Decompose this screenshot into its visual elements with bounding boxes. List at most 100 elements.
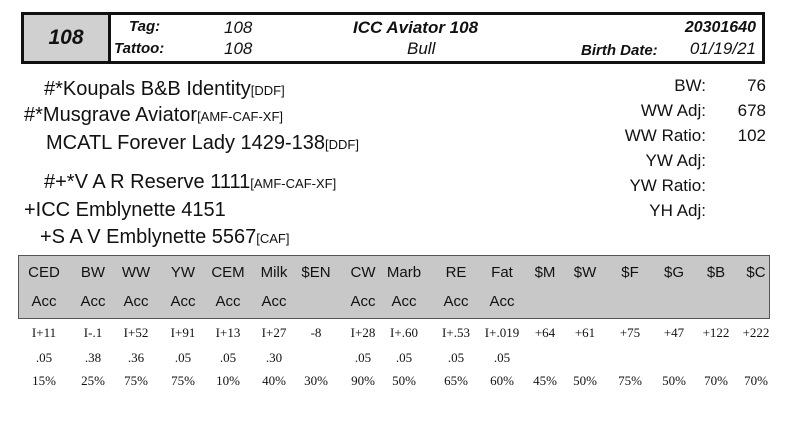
epd-accuracy: .05 [395,350,413,365]
epd-column-header: $EN [301,264,331,281]
sire-dam-tag: [DDF] [325,137,359,152]
epd-value: I+13 [215,325,241,340]
epd-percentile: 65% [444,373,468,388]
epd-value: I+11 [31,325,57,340]
animal-name: ICC Aviator 108 [353,18,479,37]
epd-column-header: $W [573,264,597,281]
epd-column-header: BW [80,264,106,281]
birth-date-label: Birth Date: [581,42,658,59]
epd-column-header: $C [746,264,766,281]
epd-value: I+.53 [442,325,470,340]
epd-value: +75 [619,325,641,340]
epd-acc-header: Acc [215,293,241,310]
epd-column-header: Marb [386,264,422,281]
epd-percentile: 45% [533,373,557,388]
epd-column-header: WW [121,264,151,281]
pedigree-dam-dam: +S A V Emblynette 5567[CAF] [40,226,290,249]
epd-column-header: CEM [211,264,245,281]
epd-accuracy: .30 [265,350,283,365]
epd-column-header: CED [28,264,60,281]
stat-label: BW: [674,76,706,95]
tattoo-label: Tattoo: [114,40,165,57]
epd-percentile: 75% [124,373,148,388]
animal-header: 108 Tag: 108 Tattoo: 108 ICC Aviator 108… [21,12,765,64]
epd-accuracy: .05 [493,350,511,365]
epd-value: I+91 [170,325,196,340]
epd-value: I+.019 [484,325,520,340]
sire-sire-name: #*Koupals B&B Identity [44,78,251,100]
epd-column-header: $G [663,264,684,281]
registration-number: 20301640 [684,19,756,36]
epd-percentile: 15% [32,373,56,388]
dam-sire-name: #+*V A R Reserve 1111 [44,171,251,193]
stat-value: 678 [737,101,766,120]
epd-accuracy: .05 [35,350,53,365]
stat-label: WW Adj: [640,101,706,120]
dam-sire-tag: [AMF-CAF-XF] [250,176,337,191]
sire-sire-tag: [DDF] [250,83,285,98]
epd-value: I+.60 [390,325,418,340]
epd-column-header: Fat [491,264,513,281]
epd-column-header: RE [445,264,467,281]
epd-percentile: 70% [744,373,768,388]
epd-percentile: 75% [171,373,195,388]
epd-column-header: $F [621,264,639,281]
epd-percentile: 60% [490,373,514,388]
epd-percentile: 90% [351,373,375,388]
epd-percentile: 25% [81,373,105,388]
epd-acc-header: Acc [80,293,106,310]
epd-percentile: 10% [216,373,240,388]
animal-sex: Bull [407,39,436,58]
epd-acc-header: Acc [350,293,376,310]
epd-percentile: 50% [662,373,686,388]
birth-date: 01/19/21 [689,39,756,58]
epd-acc-header: Acc [123,293,149,310]
dam-dam-name: +S A V Emblynette 5567 [40,226,257,248]
epd-percentile: 30% [304,373,328,388]
stat-value: 102 [737,126,766,145]
epd-value: I+28 [350,325,376,340]
epd-column-header: Milk [260,264,288,281]
epd-value: +122 [702,325,730,340]
epd-column-header: YW [170,264,196,281]
epd-accuracy: .36 [127,350,145,365]
tag-label: Tag: [129,18,161,35]
epd-percentile: 40% [262,373,286,388]
pedigree-sire-sire: #*Koupals B&B Identity[DDF] [44,78,285,101]
epd-column-header: CW [350,264,376,281]
epd-accuracy: .05 [354,350,372,365]
stat-value: 76 [747,76,766,95]
pedigree-sire-dam: MCATL Forever Lady 1429-138[DDF] [46,132,359,155]
tag-value: 108 [224,18,253,37]
stat-label: YW Adj: [645,151,706,170]
tattoo-value: 108 [224,39,253,58]
sire-tag: [AMF-CAF-XF] [197,109,283,124]
epd-acc-header: Acc [489,293,515,310]
epd-acc-header: Acc [443,293,469,310]
animal-number: 108 [48,26,84,49]
epd-value: -8 [310,325,322,340]
stat-label: WW Ratio: [624,126,706,145]
epd-percentile: 70% [704,373,728,388]
epd-acc-header: Acc [31,293,57,310]
sire-name: #*Musgrave Aviator [24,104,198,126]
pedigree-sire: #*Musgrave Aviator[AMF-CAF-XF] [24,104,283,127]
epd-value: +47 [663,325,685,340]
epd-column-header: $B [706,264,726,281]
stat-label: YW Ratio: [629,176,706,195]
epd-column-header: $M [534,264,556,281]
dam-name: +ICC Emblynette 4151 [24,199,226,221]
epd-acc-header: Acc [391,293,417,310]
dam-dam-tag: [CAF] [256,231,290,246]
pedigree-dam: +ICC Emblynette 4151 [24,199,226,222]
sire-dam-name: MCATL Forever Lady 1429-138 [46,132,326,154]
epd-accuracy: .05 [447,350,465,365]
epd-header-band [18,255,770,319]
epd-percentile: 50% [573,373,597,388]
epd-value: I+52 [123,325,149,340]
epd-accuracy: .38 [84,350,102,365]
animal-number-cell: 108 [24,15,111,61]
epd-percentile: 50% [392,373,416,388]
epd-accuracy: .05 [219,350,237,365]
stat-label: YH Adj: [649,201,706,220]
